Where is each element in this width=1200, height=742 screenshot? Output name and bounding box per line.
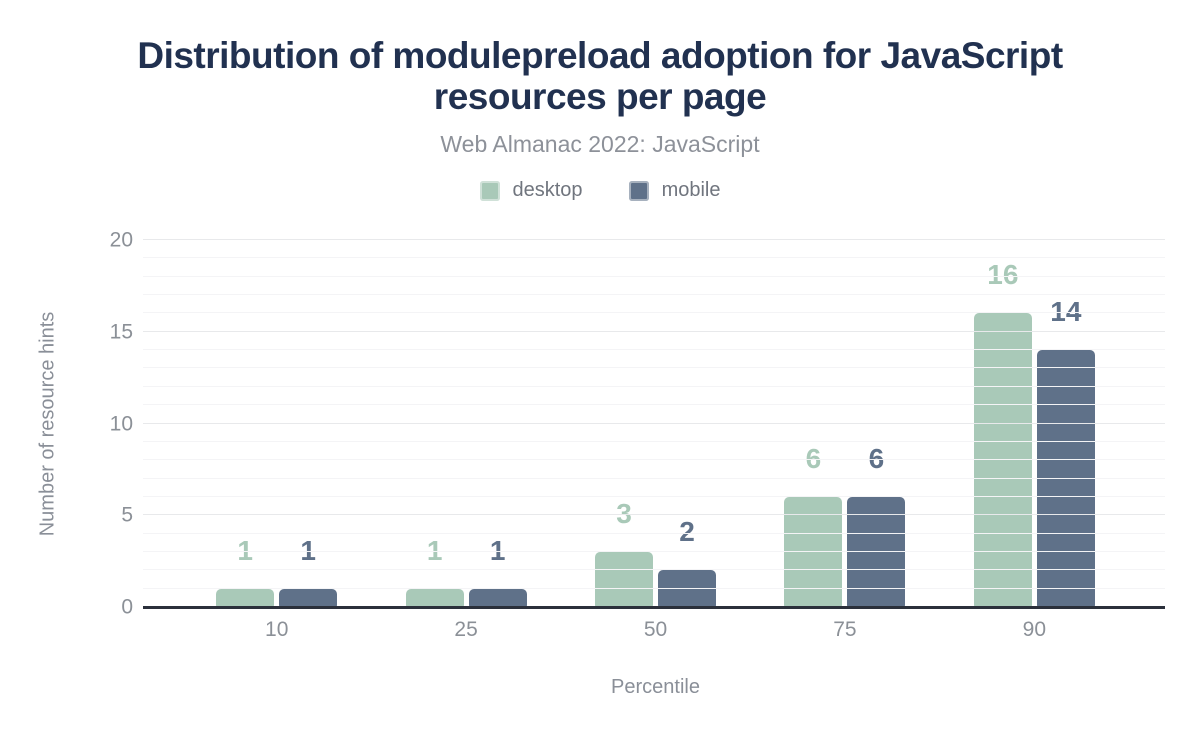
gridline-13 [143, 367, 1165, 369]
y-axis-tick-15: 15 [109, 320, 133, 344]
bar-value-label-mobile-p50: 2 [679, 516, 695, 548]
gridline-2 [143, 569, 1165, 571]
bar-group-p50: 3 2 50 [561, 240, 750, 641]
bar-group-p25: 1 1 25 [371, 240, 560, 641]
bar-desktop-p10[interactable]: 1 [216, 536, 275, 607]
gridline-12 [143, 385, 1165, 387]
bar-desktop-p50[interactable]: 3 [595, 499, 654, 607]
y-axis-tick-0: 0 [121, 595, 133, 619]
plot-area: 1 1 10 1 1 25 3 2 50 6 6 75 16 14 90 [143, 239, 1165, 641]
y-axis-tick-20: 20 [109, 228, 133, 252]
gridline-16 [143, 312, 1165, 314]
bar-value-label-desktop-p90: 16 [987, 259, 1019, 291]
bar-mobile-p10[interactable]: 1 [279, 536, 338, 607]
gridline-1 [143, 587, 1165, 589]
legend: desktop mobile [0, 179, 1200, 202]
bar-desktop-p90[interactable]: 16 [973, 261, 1032, 607]
bar-value-label-desktop-p75: 6 [805, 442, 822, 474]
y-axis-ticks: 0 5 10 15 20 [0, 230, 133, 618]
gridline-20 [143, 239, 1165, 240]
bar-value-label-mobile-p10: 1 [300, 534, 316, 566]
x-axis-tick-p75: 75 [833, 618, 857, 641]
gridline-15 [143, 330, 1165, 332]
legend-swatch-mobile-icon [628, 180, 649, 201]
gridline-8 [143, 459, 1165, 461]
bar-value-label-desktop-p50: 3 [616, 497, 632, 529]
bar-mobile-p50[interactable]: 2 [658, 518, 717, 607]
legend-label-mobile: mobile [661, 179, 721, 201]
gridline-10 [143, 422, 1165, 424]
x-axis-title: Percentile [611, 676, 700, 698]
gridline-3 [143, 550, 1165, 552]
chart-subtitle: Web Almanac 2022: JavaScript [440, 131, 760, 157]
x-axis-tick-p10: 10 [265, 618, 289, 641]
gridline-7 [143, 477, 1165, 479]
bar-value-label-mobile-p25: 1 [489, 534, 506, 566]
bar-desktop-p25[interactable]: 1 [405, 536, 464, 607]
gridline-5 [143, 514, 1165, 516]
chart-title: Distribution of modulepreload adoption f… [137, 35, 1063, 117]
gridline-11 [143, 404, 1165, 406]
legend-swatch-desktop-icon [479, 180, 500, 201]
x-axis-line [143, 605, 1165, 609]
bar-value-label-mobile-p90: 14 [1050, 296, 1082, 328]
gridline-18 [143, 275, 1165, 277]
gridline-14 [143, 349, 1165, 351]
y-axis-tick-10: 10 [109, 412, 133, 435]
x-axis-tick-p50: 50 [643, 618, 668, 641]
x-axis-tick-p25: 25 [454, 618, 478, 641]
gridline-4 [143, 532, 1165, 534]
bar-group-p10: 1 1 10 [182, 240, 371, 641]
legend-label-desktop: desktop [512, 179, 583, 201]
x-axis-tick-p90: 90 [1022, 618, 1047, 641]
y-axis-tick-5: 5 [121, 503, 133, 527]
gridline-17 [143, 294, 1165, 296]
bar-mobile-p25[interactable]: 1 [468, 536, 527, 607]
gridline-9 [143, 440, 1165, 442]
gridline-6 [143, 495, 1165, 497]
bar-value-label-desktop-p25: 1 [426, 534, 443, 566]
bar-value-label-mobile-p75: 6 [868, 442, 885, 474]
gridline-19 [143, 257, 1165, 259]
legend-item-mobile[interactable]: mobile [628, 179, 721, 202]
legend-item-desktop[interactable]: desktop [479, 179, 583, 202]
bar-value-label-desktop-p10: 1 [237, 534, 253, 566]
